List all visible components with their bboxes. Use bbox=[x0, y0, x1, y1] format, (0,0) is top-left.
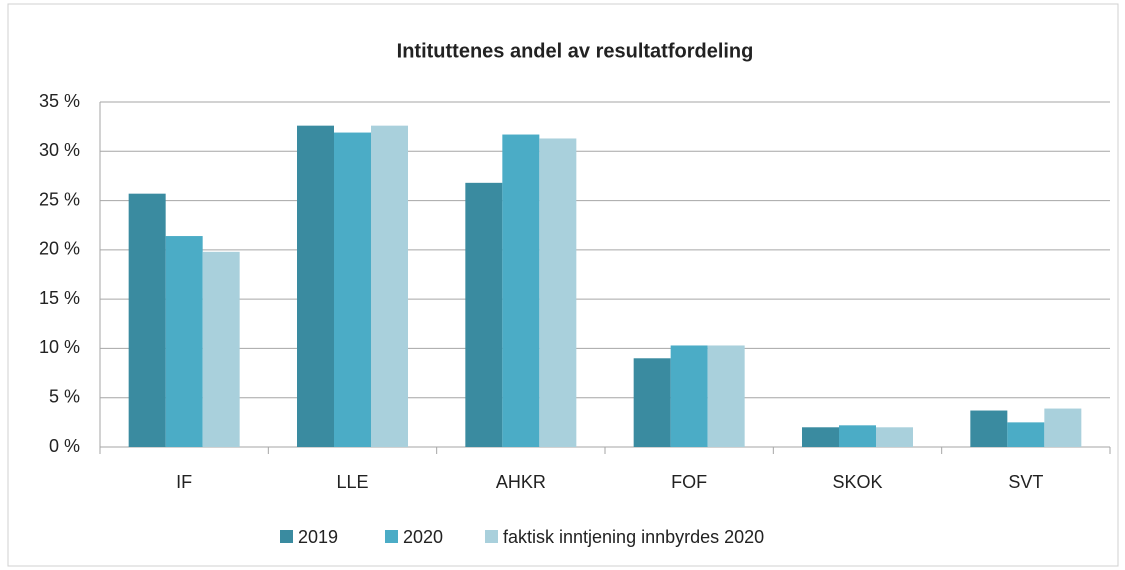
x-tick-label: SVT bbox=[1008, 472, 1043, 492]
bar bbox=[839, 425, 876, 447]
legend-label: 2019 bbox=[298, 527, 338, 547]
x-tick-label: LLE bbox=[336, 472, 368, 492]
legend-swatch bbox=[280, 530, 293, 543]
chart-title: Intituttenes andel av resultatfordeling bbox=[397, 40, 754, 62]
bar bbox=[633, 358, 671, 447]
y-tick-label: 25 % bbox=[39, 189, 80, 209]
x-tick-label: SKOK bbox=[832, 472, 882, 492]
y-tick-label: 35 % bbox=[39, 91, 80, 111]
bar bbox=[202, 251, 240, 447]
bar bbox=[465, 182, 503, 448]
bar bbox=[539, 138, 577, 447]
y-tick-label: 0 % bbox=[49, 436, 80, 456]
bar bbox=[1044, 408, 1082, 447]
bar bbox=[371, 125, 408, 448]
bar bbox=[165, 236, 203, 447]
y-tick-label: 20 % bbox=[39, 239, 80, 259]
bar bbox=[297, 125, 334, 448]
y-tick-label: 30 % bbox=[39, 140, 80, 160]
legend-label: 2020 bbox=[403, 527, 443, 547]
bar bbox=[970, 410, 1008, 447]
bar bbox=[502, 134, 540, 447]
x-tick-label: AHKR bbox=[496, 472, 546, 492]
x-tick-label: IF bbox=[176, 472, 192, 492]
bar bbox=[707, 345, 745, 447]
bar bbox=[802, 427, 839, 447]
legend-swatch bbox=[485, 530, 498, 543]
x-tick-label: FOF bbox=[671, 472, 707, 492]
y-tick-label: 5 % bbox=[49, 386, 80, 406]
y-tick-label: 15 % bbox=[39, 288, 80, 308]
bar bbox=[128, 193, 166, 447]
bar bbox=[334, 132, 371, 448]
legend-label: faktisk inntjening innbyrdes 2020 bbox=[503, 527, 764, 547]
bar bbox=[670, 345, 708, 447]
y-tick-label: 10 % bbox=[39, 337, 80, 357]
bar bbox=[1007, 422, 1045, 447]
legend-swatch bbox=[385, 530, 398, 543]
bar bbox=[876, 427, 913, 447]
